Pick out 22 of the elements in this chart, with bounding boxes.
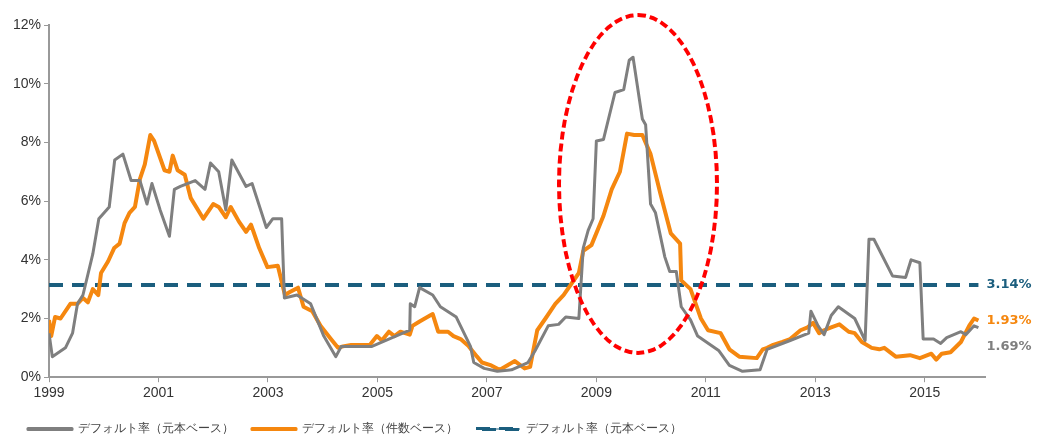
data-label: 1.69% — [986, 337, 1032, 353]
x-tick-label: 1999 — [33, 384, 65, 401]
x-tick-label: 2011 — [690, 384, 722, 401]
y-tick-label: 8% — [20, 133, 42, 150]
legend-label: デフォルト率（元本ベース） — [526, 421, 682, 436]
y-tick-label: 6% — [20, 191, 42, 208]
data-label: 1.93% — [986, 311, 1032, 327]
y-tick-label: 4% — [20, 250, 42, 267]
legend-label: デフォルト率（元本ベース） — [78, 421, 234, 436]
y-tick-label: 12% — [12, 15, 42, 32]
y-tick-label: 0% — [20, 368, 42, 385]
x-tick-label: 2005 — [361, 384, 394, 401]
y-tick-label: 2% — [20, 309, 42, 326]
x-tick-label: 2007 — [471, 384, 503, 401]
x-tick-label: 2015 — [909, 384, 941, 401]
x-tick-label: 2013 — [799, 384, 832, 401]
y-tick-label: 10% — [12, 74, 42, 91]
x-tick-label: 2003 — [252, 384, 284, 401]
x-tick-label: 2009 — [580, 384, 613, 401]
data-label: 3.14% — [986, 276, 1032, 292]
x-tick-label: 2001 — [142, 384, 175, 401]
legend-label: デフォルト率（件数ベース） — [302, 421, 458, 436]
